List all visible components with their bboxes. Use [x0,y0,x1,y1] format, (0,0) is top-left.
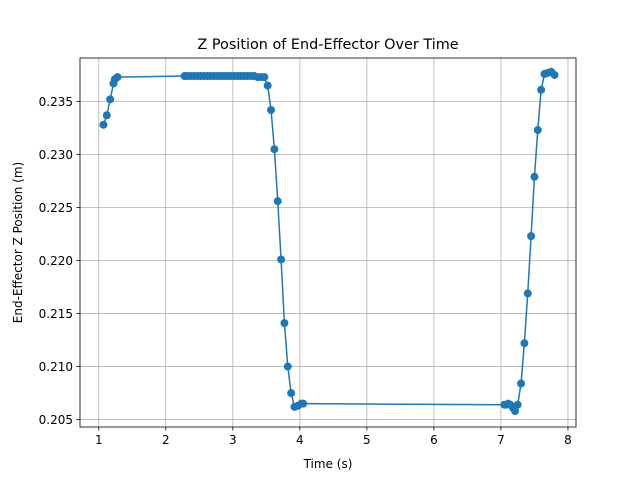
y-tick-label: 0.230 [39,148,73,162]
data-point-marker [527,232,536,241]
x-tick-label: 8 [564,433,572,447]
data-point-marker [260,73,269,82]
data-point-marker [520,339,529,348]
data-series [99,67,559,416]
data-point-marker [550,70,559,79]
data-point-marker [277,255,286,264]
x-tick-label: 1 [95,433,103,447]
x-tick-label: 2 [162,433,170,447]
axis-ticks: 1 2 3 4 5 6 7 8 0.205 0.210 0.215 0.220 0.225 0.230 0.… [39,95,572,447]
data-point-marker [267,105,276,114]
data-point-marker [273,197,282,206]
data-point-marker [113,73,122,82]
data-point-marker [530,172,539,181]
data-point-marker [287,389,296,398]
data-point-marker [537,85,546,94]
y-tick-label: 0.210 [39,360,73,374]
y-tick-label: 0.215 [39,307,73,321]
x-tick-label: 4 [296,433,304,447]
data-point-marker [283,362,292,371]
chart-title: Z Position of End-Effector Over Time [197,37,458,53]
plot-frame [79,57,577,428]
data-point-marker [280,319,289,328]
data-point-marker [299,399,308,408]
grid-lines [80,58,576,427]
data-point-marker [533,126,542,135]
y-tick-label: 0.235 [39,95,73,109]
data-point-marker [263,81,272,90]
data-point-marker [106,95,115,104]
data-point-marker [102,111,111,120]
data-point-marker [523,289,532,298]
data-point-marker [513,400,522,409]
data-point-marker [99,120,108,129]
x-tick-label: 3 [229,433,237,447]
y-tick-label: 0.225 [39,201,73,215]
plot-area [80,58,576,427]
y-tick-label: 0.205 [39,413,73,427]
x-tick-label: 6 [430,433,438,447]
data-point-marker [270,145,279,154]
x-tick-label: 5 [363,433,371,447]
x-tick-label: 7 [497,433,505,447]
data-point-marker [511,407,520,416]
x-axis-label: Time (s) [303,457,353,471]
y-tick-label: 0.220 [39,254,73,268]
data-point-marker [517,379,526,388]
y-axis-label: End-Effector Z Position (m) [11,162,25,323]
